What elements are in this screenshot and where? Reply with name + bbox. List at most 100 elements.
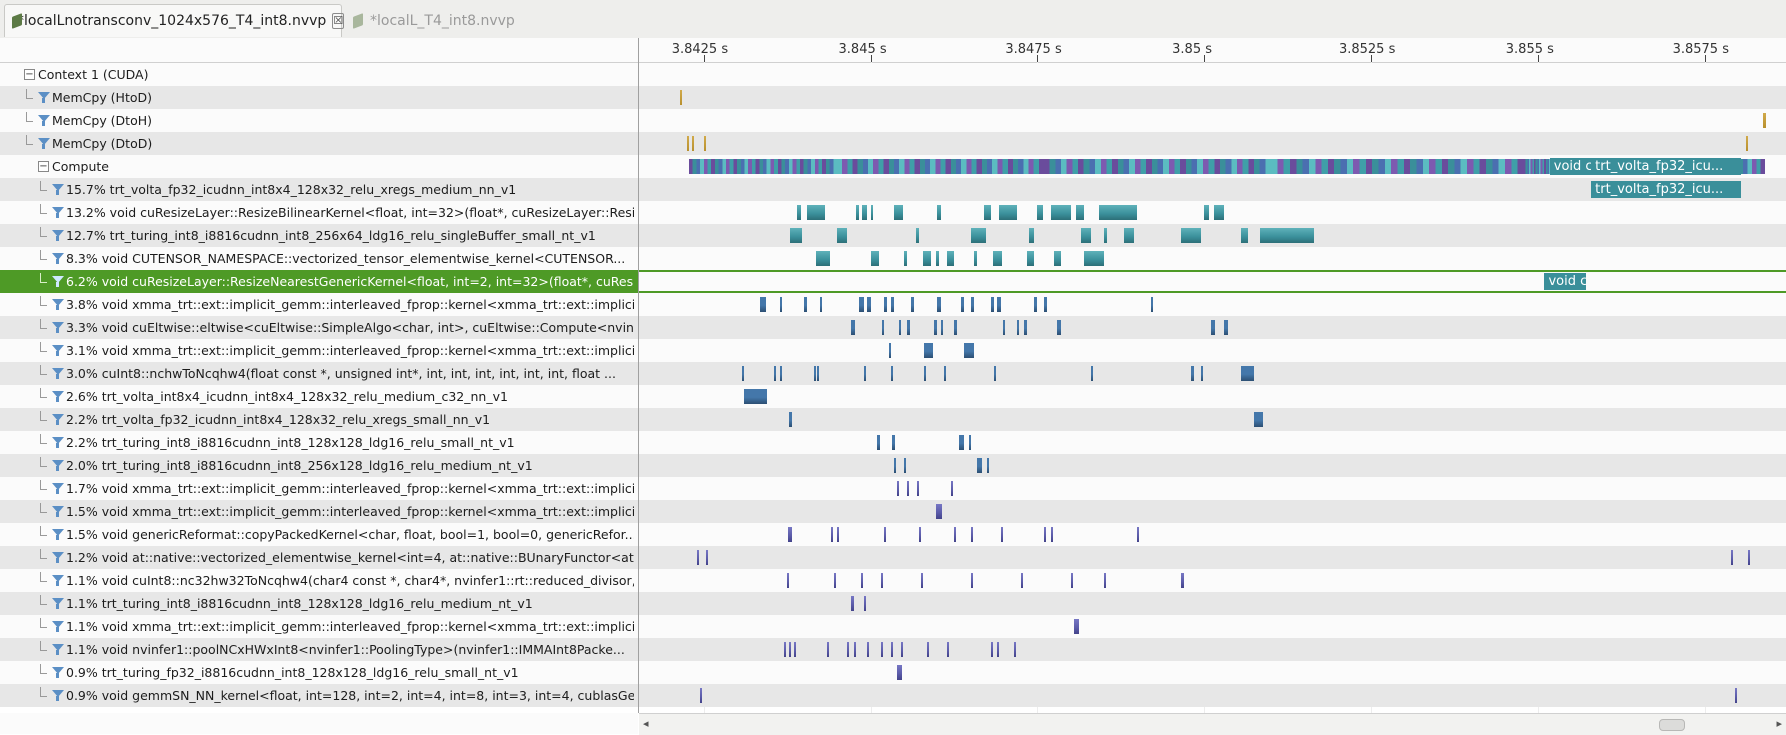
kernel-bar[interactable] bbox=[703, 136, 706, 151]
kernel-bar[interactable] bbox=[947, 251, 954, 266]
kernel-bar[interactable] bbox=[1259, 228, 1266, 243]
tree-row[interactable]: 1.1% void cuInt8::nc32hw32ToNcqhw4(char4… bbox=[0, 569, 638, 592]
tree-row[interactable]: 1.1% void nvinfer1::poolNCxHWxInt8<nvinf… bbox=[0, 638, 638, 661]
kernel-bar[interactable] bbox=[973, 251, 978, 266]
kernel-bar[interactable] bbox=[850, 320, 856, 335]
kernel-bar[interactable] bbox=[940, 320, 943, 335]
kernel-bar[interactable] bbox=[867, 297, 871, 312]
kernel-bar[interactable] bbox=[915, 228, 920, 243]
kernel-bar[interactable] bbox=[983, 205, 991, 220]
kernel-bar[interactable] bbox=[900, 642, 903, 657]
kernel-bar[interactable] bbox=[1240, 366, 1255, 381]
kernel-bar[interactable] bbox=[970, 527, 973, 542]
kernel-bar[interactable] bbox=[922, 251, 931, 266]
kernel-bar[interactable] bbox=[789, 642, 792, 657]
kernel-bar[interactable] bbox=[743, 389, 768, 404]
kernel-bar[interactable] bbox=[1000, 527, 1003, 542]
kernel-bar[interactable] bbox=[1190, 366, 1195, 381]
kernel-bar[interactable] bbox=[890, 642, 893, 657]
kernel-bar[interactable] bbox=[813, 366, 816, 381]
kernel-bar[interactable] bbox=[997, 297, 1001, 312]
kernel-bar[interactable] bbox=[970, 573, 973, 588]
kernel-bar[interactable] bbox=[1124, 228, 1135, 243]
timeline-row[interactable] bbox=[639, 339, 1786, 362]
kernel-bar[interactable] bbox=[883, 297, 888, 312]
kernel-bar[interactable] bbox=[867, 642, 870, 657]
tree-row[interactable]: 1.7% void xmma_trt::ext::implicit_gemm::… bbox=[0, 477, 638, 500]
timeline-row[interactable] bbox=[639, 201, 1786, 224]
tab-localLnotransconv[interactable]: *localLnotransconv_1024x576_T4_int8.nvvp… bbox=[4, 4, 345, 37]
kernel-bar[interactable] bbox=[837, 159, 1045, 174]
kernel-bar[interactable] bbox=[950, 481, 953, 496]
kernel-bar[interactable] bbox=[847, 642, 850, 657]
kernel-bar[interactable] bbox=[790, 527, 793, 542]
kernel-bar[interactable] bbox=[907, 320, 910, 335]
kernel-bar[interactable] bbox=[993, 366, 996, 381]
kernel-bar[interactable] bbox=[990, 297, 994, 312]
tree-row[interactable]: 3.0% cuInt8::nchwToNcqhw4(float const *,… bbox=[0, 362, 638, 385]
timeline-row[interactable] bbox=[639, 132, 1786, 155]
kernel-bar[interactable] bbox=[1057, 320, 1061, 335]
tree-row[interactable]: − Compute bbox=[0, 155, 638, 178]
timeline-row[interactable] bbox=[639, 362, 1786, 385]
timeline-row[interactable] bbox=[639, 178, 1786, 201]
kernel-bar[interactable] bbox=[780, 366, 783, 381]
tree-row[interactable]: 1.5% void xmma_trt::ext::implicit_gemm::… bbox=[0, 500, 638, 523]
kernel-bar[interactable] bbox=[783, 642, 786, 657]
kernel-bar[interactable] bbox=[1098, 205, 1138, 220]
kernel-bar[interactable] bbox=[1104, 573, 1107, 588]
timeline-row[interactable] bbox=[639, 477, 1786, 500]
kernel-bar[interactable] bbox=[1745, 136, 1748, 151]
kernel-bar[interactable] bbox=[917, 481, 920, 496]
kernel-bar[interactable] bbox=[920, 573, 923, 588]
kernel-bar[interactable] bbox=[1266, 228, 1315, 243]
kernel-bar[interactable] bbox=[1044, 297, 1048, 312]
tree-row[interactable]: 2.0% trt_turing_int8_i8816cudnn_int8_256… bbox=[0, 454, 638, 477]
kernel-bar-label[interactable]: trt_volta_fp32_icu... bbox=[1591, 158, 1742, 175]
kernel-bar[interactable] bbox=[1070, 573, 1073, 588]
timeline-canvas[interactable]: void c...trt_volta_fp32_icu...trt_volta_… bbox=[639, 63, 1786, 713]
kernel-bar[interactable] bbox=[1747, 550, 1750, 565]
timeline-row[interactable] bbox=[639, 86, 1786, 109]
kernel-bar[interactable] bbox=[787, 573, 790, 588]
tree-row[interactable]: 3.1% void xmma_trt::ext::implicit_gemm::… bbox=[0, 339, 638, 362]
kernel-bar-label[interactable]: void c... bbox=[1544, 273, 1586, 290]
tree-row[interactable]: 1.5% void genericReformat::copyPackedKer… bbox=[0, 523, 638, 546]
kernel-bar[interactable] bbox=[891, 435, 895, 450]
kernel-bar[interactable] bbox=[859, 297, 864, 312]
tree-row[interactable]: − Context 1 (CUDA) bbox=[0, 63, 638, 86]
kernel-bar[interactable] bbox=[1180, 228, 1201, 243]
timeline-row[interactable] bbox=[639, 454, 1786, 477]
tree-row[interactable]: MemCpy (HtoD) bbox=[0, 86, 638, 109]
kernel-bar[interactable] bbox=[705, 550, 708, 565]
kernel-bar[interactable] bbox=[837, 527, 840, 542]
kernel-bar[interactable] bbox=[817, 366, 820, 381]
kernel-bar[interactable] bbox=[903, 251, 908, 266]
kernel-bar[interactable] bbox=[953, 320, 958, 335]
tree-row[interactable]: 3.8% void xmma_trt::ext::implicit_gemm::… bbox=[0, 293, 638, 316]
kernel-bar[interactable] bbox=[680, 90, 683, 105]
kernel-bar[interactable] bbox=[1029, 228, 1034, 243]
timeline-row[interactable] bbox=[639, 293, 1786, 316]
kernel-bar[interactable] bbox=[890, 297, 894, 312]
kernel-bar[interactable] bbox=[999, 205, 1018, 220]
kernel-bar[interactable] bbox=[935, 504, 942, 519]
kernel-bar[interactable] bbox=[773, 366, 776, 381]
timeline-row[interactable] bbox=[639, 569, 1786, 592]
timeline-row[interactable] bbox=[639, 63, 1786, 86]
kernel-bar[interactable] bbox=[910, 297, 914, 312]
timeline-row[interactable] bbox=[639, 638, 1786, 661]
kernel-bar[interactable] bbox=[689, 159, 838, 174]
close-tab-icon[interactable]: ☒ bbox=[332, 13, 345, 29]
timeline-row[interactable] bbox=[639, 224, 1786, 247]
kernel-bar[interactable] bbox=[1180, 573, 1185, 588]
timeline-row[interactable] bbox=[639, 385, 1786, 408]
kernel-bar[interactable] bbox=[893, 205, 903, 220]
kernel-bar[interactable] bbox=[1020, 573, 1023, 588]
tree-row-selected[interactable]: 6.2% void cuResizeLayer::ResizeNearestGe… bbox=[0, 270, 638, 293]
kernel-bar[interactable] bbox=[1002, 320, 1006, 335]
tree-row[interactable]: 0.9% void gemmSN_NN_kernel<float, int=12… bbox=[0, 684, 638, 707]
timeline-row[interactable] bbox=[639, 523, 1786, 546]
kernel-bar[interactable] bbox=[780, 297, 783, 312]
kernel-bar[interactable] bbox=[959, 435, 964, 450]
